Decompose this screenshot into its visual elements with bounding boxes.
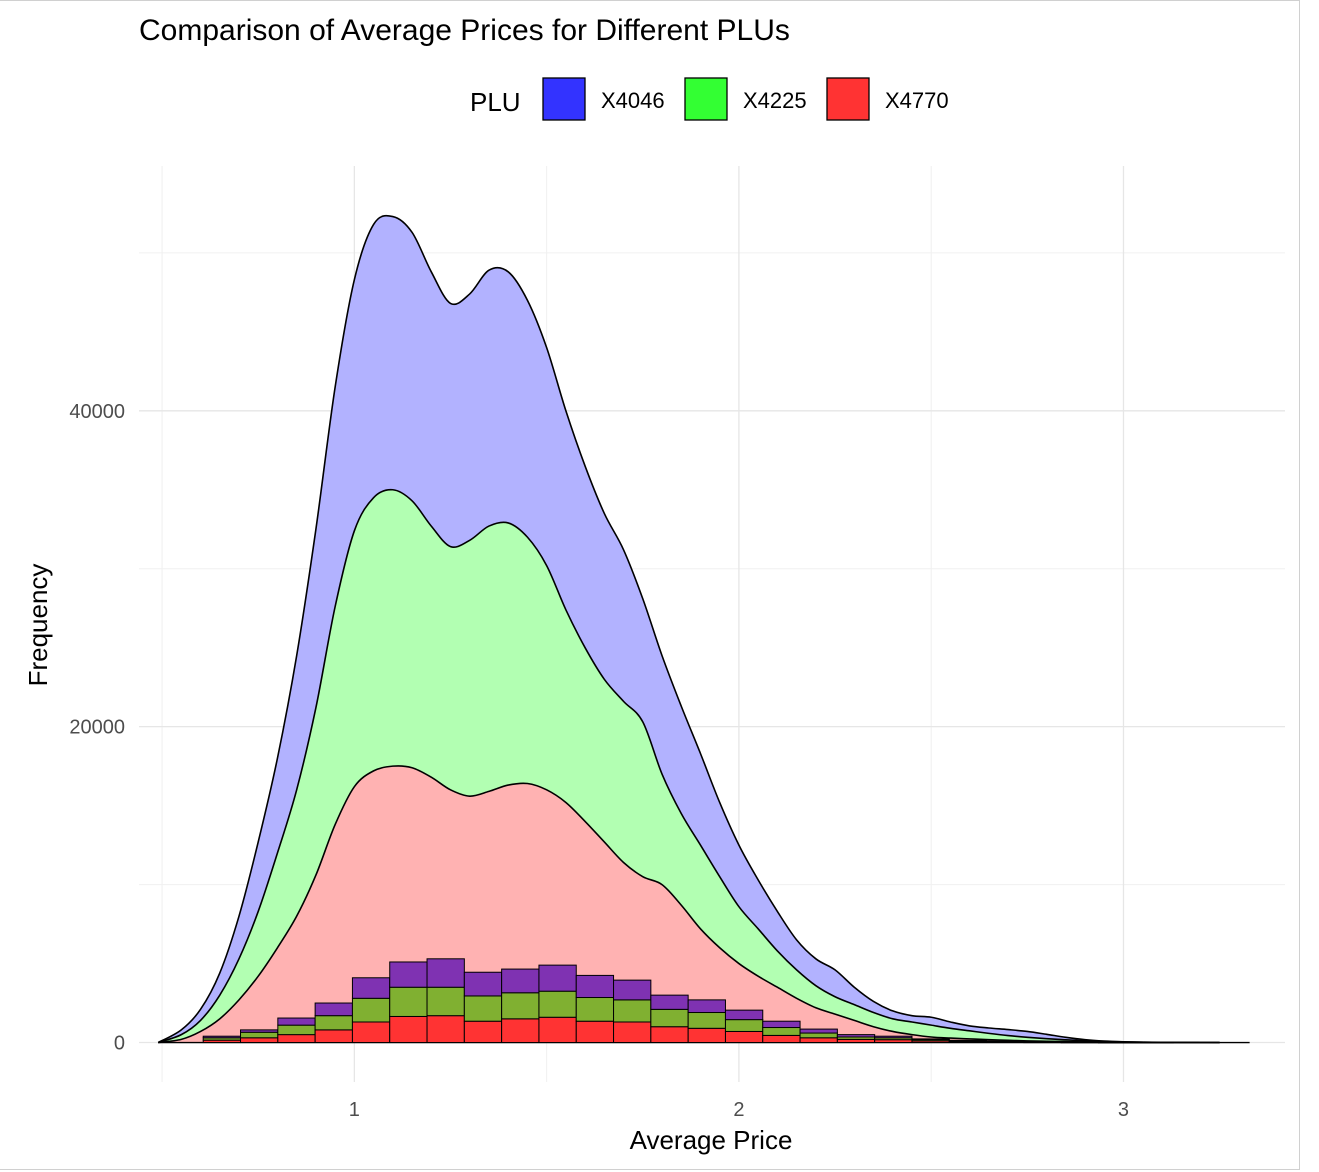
- hist-bar-X4225: [613, 999, 652, 1023]
- x-tick-label: 1: [349, 1099, 360, 1121]
- hist-bar-X4225: [575, 997, 615, 1022]
- hist-bar-X4046: [1097, 1041, 1137, 1044]
- hist-bar-X4225: [389, 986, 428, 1017]
- hist-bar-X4046: [538, 964, 577, 992]
- hist-bar-X4046: [799, 1028, 838, 1034]
- hist-bar-X4225: [314, 1015, 353, 1031]
- y-tick-label: 20000: [69, 717, 125, 739]
- hist-bar-X4046: [426, 958, 465, 988]
- hist-bar-X4046: [389, 961, 428, 988]
- legend-entries: X4046 X4225 X4770: [542, 77, 949, 121]
- legend-key-X4046: [542, 77, 586, 121]
- hist-bar-X4046: [463, 971, 503, 997]
- hist-bar-X4046: [650, 994, 689, 1010]
- density-outline-X4225: [157, 488, 1220, 1044]
- legend-title: PLU: [470, 87, 521, 117]
- legend: PLU X4046 X4225 X4770: [470, 77, 949, 121]
- hist-bar-X4770: [463, 1020, 503, 1044]
- x-tick-label: 2: [733, 1099, 744, 1121]
- hist-bar-X4046: [1060, 1041, 1099, 1043]
- hist-bar-X4770: [762, 1034, 801, 1044]
- hist-bar-X4770: [575, 1020, 615, 1044]
- hist-bar-X4770: [277, 1034, 316, 1044]
- density-outline-X4046: [157, 214, 1220, 1044]
- hist-bar-X4225: [799, 1032, 838, 1039]
- legend-label-X4770: X4770: [885, 88, 949, 113]
- hist-bar-X4046: [687, 999, 726, 1014]
- hist-bar-X4046: [948, 1039, 988, 1042]
- hist-bar-X4046: [1023, 1041, 1062, 1043]
- hist-bar-X4046: [724, 1009, 764, 1021]
- hist-bar-X4225: [762, 1027, 801, 1036]
- hist-bar-X4046: [1135, 1041, 1174, 1044]
- hist-bar-X4046: [202, 1035, 242, 1039]
- legend-key-X4225: [684, 77, 728, 121]
- legend-label-X4225: X4225: [743, 88, 807, 113]
- hist-bar-X4770: [650, 1026, 689, 1044]
- hist-bar-X4046: [351, 977, 391, 999]
- hist-bar-X4770: [351, 1021, 391, 1044]
- hist-bar-X4046: [277, 1017, 316, 1026]
- hist-bar-X4225: [351, 997, 391, 1023]
- hist-bar-X4046: [314, 1002, 353, 1017]
- hist-bar-X4225: [501, 992, 540, 1020]
- hist-bar-X4770: [240, 1037, 279, 1044]
- y-tick-label: 0: [114, 1033, 125, 1055]
- hist-bar-X4225: [426, 986, 465, 1017]
- hist-bar-X4770: [426, 1015, 465, 1044]
- x-axis-title: Average Price: [630, 1125, 793, 1155]
- hist-bar-X4225: [650, 1008, 689, 1028]
- hist-bar-X4046: [613, 979, 652, 1001]
- y-tick-label: 40000: [69, 401, 125, 423]
- hist-bar-X4770: [724, 1030, 764, 1044]
- x-tick-label: 3: [1118, 1099, 1129, 1121]
- hist-bar-X4225: [240, 1031, 279, 1039]
- hist-bar-X4046: [575, 974, 615, 999]
- hist-bar-X4046: [836, 1034, 876, 1038]
- hist-bar-X4046: [986, 1040, 1025, 1043]
- hist-bar-X4046: [501, 968, 540, 994]
- legend-key-X4770: [826, 77, 870, 121]
- hist-bar-X4046: [911, 1038, 950, 1041]
- hist-bar-X4046: [874, 1035, 913, 1039]
- hist-bar-X4770: [389, 1015, 428, 1044]
- hist-bar-X4225: [538, 990, 577, 1018]
- hist-bar-X4770: [687, 1027, 726, 1044]
- hist-bar-X4225: [687, 1012, 726, 1029]
- hist-bar-X4770: [538, 1016, 577, 1044]
- legend-label-X4046: X4046: [601, 88, 665, 113]
- hist-bar-X4225: [724, 1019, 764, 1032]
- hist-bar-X4225: [463, 995, 503, 1022]
- hist-bar-X4770: [501, 1018, 540, 1044]
- hist-bar-X4770: [799, 1037, 838, 1044]
- density-areas: [157, 214, 1250, 1044]
- hist-bar-X4770: [613, 1021, 652, 1044]
- y-axis-title: Frequency: [23, 564, 53, 687]
- hist-bar-X4046: [762, 1020, 801, 1029]
- axes: 0 20000 40000 1 2 3: [69, 401, 1129, 1121]
- hist-bar-X4770: [314, 1029, 353, 1044]
- histogram-bars: [202, 958, 1174, 1044]
- chart-title: Comparison of Average Prices for Differe…: [139, 14, 790, 47]
- hist-bar-X4046: [240, 1029, 279, 1033]
- hist-bar-X4225: [277, 1024, 316, 1036]
